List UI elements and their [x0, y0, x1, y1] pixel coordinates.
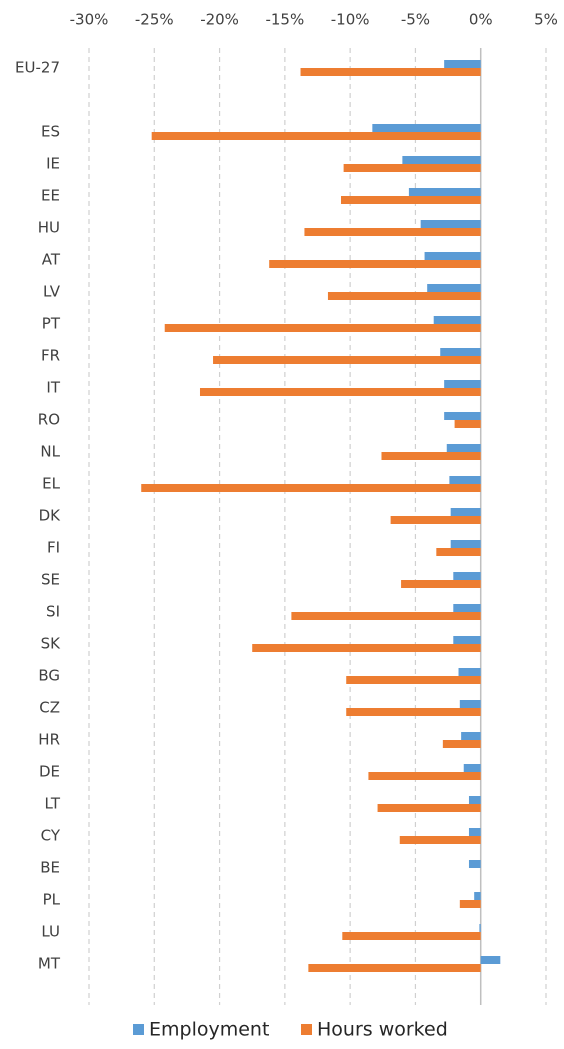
- bar: [449, 476, 481, 484]
- bar: [141, 484, 481, 492]
- bar: [269, 260, 481, 268]
- y-tick-label: EU-27: [15, 59, 60, 77]
- y-tick-label: FI: [47, 539, 60, 557]
- legend-label: Hours worked: [317, 1019, 448, 1041]
- bar: [424, 252, 481, 260]
- y-tick-label: BE: [40, 859, 60, 877]
- bar: [401, 580, 481, 588]
- bar: [341, 196, 481, 204]
- bar: [468, 860, 481, 868]
- bar: [252, 644, 481, 652]
- legend-label: Employment: [149, 1019, 269, 1041]
- y-tick-label: SI: [46, 603, 60, 621]
- x-tick-label: -30%: [70, 11, 109, 29]
- y-tick-label: PT: [42, 315, 61, 333]
- bar: [390, 516, 481, 524]
- y-tick-label: CY: [41, 827, 61, 845]
- y-tick-label: MT: [38, 955, 61, 973]
- y-tick-label: IE: [46, 155, 60, 173]
- bar: [433, 316, 481, 324]
- bar: [474, 892, 481, 900]
- y-tick-label: FR: [41, 347, 60, 365]
- bar: [151, 132, 481, 140]
- bar: [453, 572, 481, 580]
- y-tick-label: ES: [41, 123, 60, 141]
- bar: [468, 796, 481, 804]
- bar: [377, 804, 481, 812]
- y-tick-label: RO: [38, 411, 60, 429]
- x-tick-label: 5%: [534, 11, 558, 29]
- y-tick-label: HR: [38, 731, 60, 749]
- bar: [461, 732, 481, 740]
- y-tick-label: EE: [41, 187, 60, 205]
- bar: [480, 956, 501, 964]
- y-tick-label: HU: [38, 219, 60, 237]
- x-tick-label: -15%: [265, 11, 304, 29]
- bar: [372, 124, 481, 132]
- bar: [399, 836, 481, 844]
- bar: [468, 828, 481, 836]
- bar: [420, 220, 481, 228]
- x-tick-label: 0%: [469, 11, 493, 29]
- bar: [342, 932, 481, 940]
- bar: [408, 188, 481, 196]
- x-tick-label: -5%: [401, 11, 430, 29]
- bar: [444, 412, 481, 420]
- bar: [213, 356, 481, 364]
- bar: [199, 388, 481, 396]
- bar: [459, 900, 481, 908]
- y-tick-label: PL: [43, 891, 61, 909]
- bar: [463, 764, 481, 772]
- y-tick-label: CZ: [39, 699, 60, 717]
- bar: [440, 348, 481, 356]
- legend-swatch: [133, 1024, 144, 1035]
- bar: [343, 164, 481, 172]
- x-tick-label: -10%: [331, 11, 370, 29]
- bar: [458, 668, 481, 676]
- bar: [291, 612, 481, 620]
- y-tick-label: IT: [46, 379, 60, 397]
- bar: [402, 156, 481, 164]
- y-tick-label: DK: [39, 507, 62, 525]
- bar: [479, 924, 481, 932]
- bar: [453, 636, 481, 644]
- bar: [450, 508, 481, 516]
- x-tick-label: -20%: [200, 11, 239, 29]
- bar: [327, 292, 481, 300]
- bar: [304, 228, 481, 236]
- bar: [454, 420, 481, 428]
- y-tick-label: DE: [39, 763, 60, 781]
- y-tick-label: SE: [41, 571, 60, 589]
- x-tick-label: -25%: [135, 11, 174, 29]
- y-tick-label: LT: [45, 795, 61, 813]
- y-tick-label: SK: [41, 635, 62, 653]
- bar: [308, 964, 481, 972]
- y-tick-label: EL: [42, 475, 60, 493]
- bar: [442, 740, 481, 748]
- y-tick-label: BG: [38, 667, 60, 685]
- bar: [446, 444, 481, 452]
- bar: [436, 548, 481, 556]
- bar: [368, 772, 481, 780]
- bar: [459, 700, 481, 708]
- bar: [346, 708, 481, 716]
- bar: [453, 604, 481, 612]
- y-tick-label: LU: [41, 923, 60, 941]
- legend-swatch: [301, 1024, 312, 1035]
- bar: [381, 452, 481, 460]
- bar: [427, 284, 481, 292]
- bar: [300, 68, 481, 76]
- y-tick-label: LV: [43, 283, 61, 301]
- y-tick-label: NL: [40, 443, 60, 461]
- bar: [444, 60, 481, 68]
- bar: [444, 380, 481, 388]
- bar: [346, 676, 481, 684]
- bar: [164, 324, 481, 332]
- bar: [450, 540, 481, 548]
- y-tick-label: AT: [42, 251, 61, 269]
